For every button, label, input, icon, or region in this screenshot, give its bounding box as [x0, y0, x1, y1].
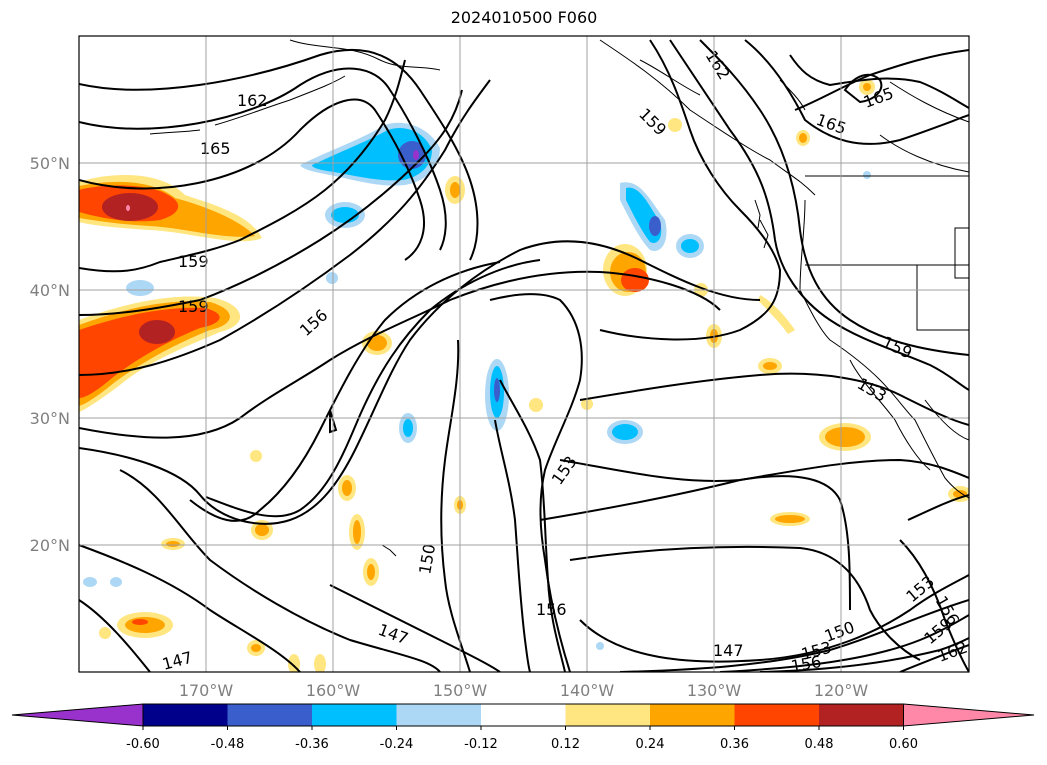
contour-label: 162: [237, 91, 268, 110]
lat-label-30n: 30°N: [30, 409, 70, 428]
colorbar-tick-label: 0.24: [636, 737, 665, 752]
colorbar-swatch: [565, 704, 650, 726]
positive-anomaly-shading: [79, 79, 969, 672]
colorbar-tick-label: -0.48: [211, 737, 245, 752]
lat-label-40n: 40°N: [30, 281, 70, 300]
contour-label: 165: [200, 139, 231, 158]
colorbar-tick-label: 0.60: [889, 737, 918, 752]
colorbar-tick-label: 0.36: [720, 737, 749, 752]
colorbar-extend-high: [903, 703, 1035, 727]
lon-label-160w: 160°W: [306, 681, 361, 700]
gridlines: [79, 36, 969, 672]
lat-label-50n: 50°N: [30, 154, 70, 173]
lon-label-170w: 170°W: [179, 681, 234, 700]
colorbar-extend-low: [11, 703, 144, 727]
map-frame: [78, 35, 970, 673]
lon-label-150w: 150°W: [433, 681, 488, 700]
colorbar-swatch: [650, 704, 735, 726]
colorbar-tick-label: -0.24: [380, 737, 414, 752]
contour-label: 159: [178, 297, 209, 316]
negative-anomaly-shading: [83, 122, 871, 650]
longitude-labels: 170°W 160°W 150°W 140°W 130°W 120°W: [179, 681, 869, 700]
colorbar-swatch: [819, 704, 904, 726]
colorbar-tick-label: -0.60: [126, 737, 160, 752]
contour-label: 159: [178, 252, 209, 271]
colorbar-swatch: [143, 704, 228, 726]
map-title: 2024010500 F060: [450, 8, 598, 27]
colorbar: -0.60 -0.48 -0.36 -0.24 -0.12 0.12 0.24 0.36 0.4…: [11, 703, 1035, 752]
lat-label-20n: 20°N: [30, 536, 70, 555]
colorbar-tick-label: -0.12: [464, 737, 498, 752]
colorbar-tick-label: 0.12: [551, 737, 580, 752]
map-plot-area: [79, 36, 969, 672]
colorbar-swatch: [481, 704, 566, 726]
colorbar-swatch: [734, 704, 819, 726]
latitude-labels: 50°N 40°N 30°N 20°N: [30, 154, 70, 555]
lon-label-140w: 140°W: [560, 681, 615, 700]
colorbar-swatch: [312, 704, 397, 726]
coastlines: [149, 39, 969, 557]
contour-label: 147: [713, 641, 744, 660]
colorbar-swatch: [227, 704, 312, 726]
lon-label-130w: 130°W: [687, 681, 742, 700]
colorbar-swatch: [396, 704, 481, 726]
colorbar-tick-label: -0.36: [295, 737, 329, 752]
height-contours: [79, 39, 969, 672]
colorbar-tick-label: 0.48: [805, 737, 834, 752]
colorbar-border: [142, 703, 904, 727]
lon-label-120w: 120°W: [814, 681, 869, 700]
contour-label: 156: [536, 600, 567, 619]
